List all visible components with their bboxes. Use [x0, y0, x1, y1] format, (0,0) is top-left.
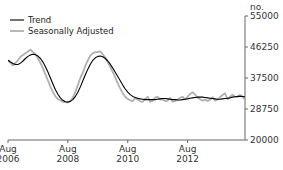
x-tick-label: Aug2006: [0, 144, 20, 164]
series-line: [8, 50, 245, 103]
x-tick-label-line: Aug: [59, 144, 77, 154]
y-tick: [245, 78, 248, 79]
y-tick-label: 46250: [250, 42, 279, 52]
legend-swatch: [10, 30, 24, 32]
x-tick-label-line: Aug: [179, 144, 197, 154]
y-axis-label: no.: [250, 2, 264, 12]
x-tick-label-line: 2012: [176, 154, 199, 164]
y-tick-label: 37500: [250, 73, 279, 83]
x-tick: [187, 140, 188, 143]
legend: TrendSeasonally Adjusted: [10, 15, 114, 36]
plot-area: [8, 50, 245, 103]
chart: 2000028750375004625055000no.Aug2006Aug20…: [0, 0, 283, 170]
y-tick: [245, 16, 248, 17]
x-tick: [127, 140, 128, 143]
x-tick-label-line: 2006: [0, 154, 20, 164]
y-tick-label: 20000: [250, 135, 279, 145]
x-tick-label: Aug2010: [116, 144, 139, 164]
legend-swatch: [10, 19, 24, 20]
x-tick: [67, 140, 68, 143]
series-line: [8, 54, 245, 102]
y-tick-label: 28750: [250, 104, 279, 114]
y-tick: [245, 140, 248, 141]
x-tick: [8, 140, 9, 143]
x-tick-label: Aug2008: [56, 144, 79, 164]
legend-label: Trend: [27, 15, 51, 25]
y-tick: [245, 47, 248, 48]
legend-label: Seasonally Adjusted: [28, 26, 114, 36]
y-tick-label: 55000: [250, 11, 279, 21]
x-tick-label: Aug2012: [176, 144, 199, 164]
x-tick-label-line: Aug: [0, 144, 17, 154]
x-tick-label-line: Aug: [119, 144, 137, 154]
x-tick-label-line: 2010: [116, 154, 139, 164]
y-tick: [245, 109, 248, 110]
x-axis-line: [8, 140, 245, 141]
x-tick-label-line: 2008: [56, 154, 79, 164]
